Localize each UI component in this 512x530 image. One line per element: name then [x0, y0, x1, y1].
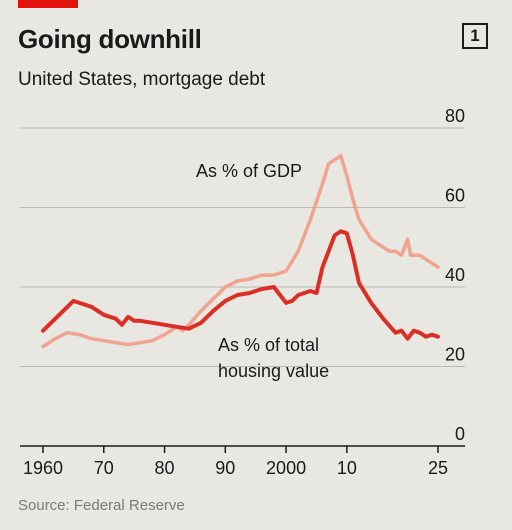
- x-tick-label: 1960: [23, 458, 63, 478]
- series-line-housing-value: [41, 229, 440, 341]
- chart-title: Going downhill: [18, 24, 202, 54]
- chart-subtitle: United States, mortgage debt: [18, 69, 266, 90]
- y-tick-label: 60: [445, 186, 465, 206]
- series-annotation: As % of total: [218, 335, 319, 355]
- source-note: Source: Federal Reserve: [18, 497, 185, 514]
- x-tick-label: 80: [155, 458, 175, 478]
- x-tick-label: 10: [337, 458, 357, 478]
- brand-accent-bar: [18, 0, 78, 8]
- series-lines: [41, 154, 440, 349]
- x-tick-label: 2000: [266, 458, 306, 478]
- y-tick-label: 0: [455, 424, 465, 444]
- x-tick-label: 90: [215, 458, 235, 478]
- x-tick-label: 70: [94, 458, 114, 478]
- grid-lines: [20, 127, 465, 367]
- chart-number-badge: 1: [462, 23, 488, 49]
- series-annotation: housing value: [218, 361, 329, 381]
- series-annotations: As % of GDP As % of total housing value: [196, 161, 329, 381]
- y-tick-label: 20: [445, 345, 465, 365]
- series-line-gdp: [41, 154, 440, 349]
- y-axis-tick-labels: 0 20 40 60 80: [445, 106, 465, 444]
- y-tick-label: 40: [445, 265, 465, 285]
- series-annotation: As % of GDP: [196, 161, 302, 181]
- y-tick-label: 80: [445, 106, 465, 126]
- x-axis: 1960 70 80 90 2000 10 25: [20, 445, 465, 478]
- x-tick-label: 25: [428, 458, 448, 478]
